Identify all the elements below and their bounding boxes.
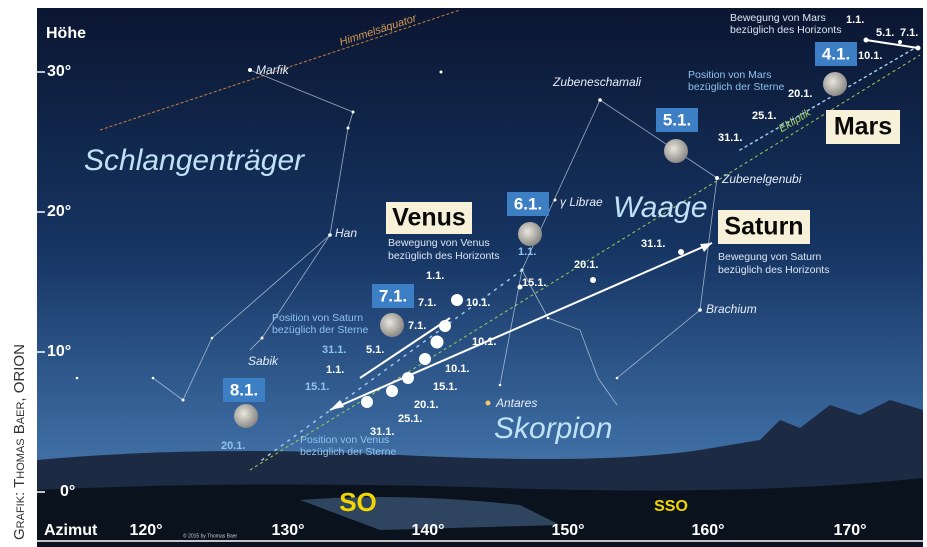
date-label: 5.1.: [876, 27, 894, 39]
planet-position: bezüglich der Sterne: [272, 324, 368, 336]
planet-motion: bezüglich des Horizonts: [730, 24, 841, 36]
date-label: 1.1.: [326, 364, 344, 376]
date-label: 20.1.: [788, 88, 812, 100]
date-label: 1.1.: [518, 246, 536, 258]
moon-date: 8.1.: [230, 380, 258, 399]
date-label: 31.1.: [718, 132, 742, 144]
date-label: 10.1.: [445, 363, 469, 375]
azimuth-label: 160°: [691, 522, 724, 539]
constellation-name: Waage: [613, 191, 708, 224]
altitude-label: 30°: [47, 63, 71, 80]
sky-chart: Himmelsäquator Ekliptik Marfik Han Sabik…: [0, 0, 927, 547]
moon-date: 5.1.: [663, 110, 691, 129]
planet-position: bezüglich der Sterne: [688, 81, 784, 93]
date-label: 10.1.: [858, 50, 882, 62]
constellation-name: Schlangenträger: [84, 144, 305, 177]
date-label: 10.1.: [472, 336, 496, 348]
planet-position: Position von Saturn: [272, 312, 363, 324]
star-name: Marfik: [256, 63, 290, 77]
date-label: 7.1.: [408, 320, 426, 332]
planet-name: Venus: [392, 204, 466, 232]
direction: SO: [339, 487, 377, 517]
star-name: Brachium: [706, 302, 757, 316]
direction: SSO: [654, 498, 688, 515]
altitude-label: 0°: [60, 483, 75, 500]
planet-motion: bezüglich des Horizonts: [388, 250, 499, 262]
star-name: γ Librae: [560, 195, 603, 209]
date-label: 25.1.: [398, 413, 422, 425]
azimuth-label: 120°: [129, 522, 162, 539]
planet-motion: Bewegung von Venus: [388, 237, 490, 249]
star-name: Sabik: [248, 354, 279, 368]
date-label: 20.1.: [574, 259, 598, 271]
altitude-title: Höhe: [46, 25, 86, 42]
planet-motion: Bewegung von Mars: [730, 12, 826, 24]
azimuth-title: Azimut: [44, 522, 98, 539]
planet-position: Position von Mars: [688, 69, 771, 81]
date-label: 31.1.: [641, 238, 665, 250]
date-label: 20.1.: [414, 399, 438, 411]
planet-name: Mars: [834, 113, 892, 141]
date-label: 31.1.: [322, 344, 346, 356]
copyright: © 2015 by Thomas Baer: [183, 532, 238, 539]
azimuth-label: 140°: [411, 522, 444, 539]
moon-date: 4.1.: [822, 44, 850, 63]
date-label: 7.1.: [900, 27, 918, 39]
star-name: Zubenelgenubi: [721, 172, 802, 186]
altitude-label: 20°: [47, 203, 71, 220]
date-label: 10.1.: [466, 297, 490, 309]
azimuth-label: 150°: [551, 522, 584, 539]
date-label: 5.1.: [366, 344, 384, 356]
azimuth-label: 130°: [271, 522, 304, 539]
constellation-name: Skorpion: [494, 412, 612, 445]
star-name: Zubeneschamali: [552, 75, 641, 89]
azimuth-label: 170°: [833, 522, 866, 539]
moon-date: 7.1.: [379, 286, 407, 305]
date-label: 31.1.: [370, 426, 394, 438]
date-label: 7.1.: [418, 297, 436, 309]
planet-name: Saturn: [724, 213, 803, 241]
date-label: 15.1.: [522, 277, 546, 289]
star-name: Han: [335, 226, 357, 240]
date-label: 25.1.: [752, 110, 776, 122]
date-label: 15.1.: [433, 381, 457, 393]
date-label: 20.1.: [221, 440, 245, 452]
moon-date: 6.1.: [514, 194, 542, 213]
date-label: 15.1.: [305, 381, 329, 393]
planet-motion: Bewegung von Saturn: [718, 251, 821, 263]
star-name: Antares: [495, 396, 537, 410]
date-label: 1.1.: [426, 270, 444, 282]
altitude-label: 10°: [47, 343, 71, 360]
planet-position: bezüglich der Sterne: [300, 446, 396, 458]
credit: Grafik: Thomas Baer, ORION: [11, 344, 28, 540]
planet-motion: bezüglich des Horizonts: [718, 264, 829, 276]
date-label: 1.1.: [846, 14, 864, 26]
